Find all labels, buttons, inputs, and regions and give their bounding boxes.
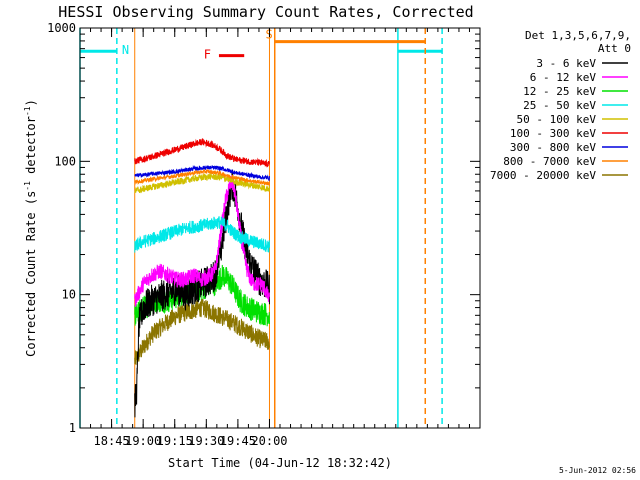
series-line — [134, 138, 270, 168]
series-group — [134, 138, 270, 418]
y-tick-label: 100 — [54, 154, 76, 168]
y-axis-label-sup2: -1 — [23, 106, 32, 116]
legend-entry-label: 25 - 50 keV — [523, 99, 596, 112]
legend-entry-label: 300 - 800 keV — [510, 141, 596, 154]
flag-label: F — [204, 48, 211, 62]
y-axis-label: Corrected Count Rate (s-1 detector-1) — [23, 99, 38, 357]
series-line — [134, 171, 270, 194]
legend-header: Det 1,3,5,6,7,9, — [525, 29, 631, 42]
y-axis-label-mid: detector — [24, 116, 38, 181]
legend-entry-label: 3 - 6 keV — [536, 57, 596, 70]
series-line — [134, 169, 270, 418]
y-axis-label-sup1: -1 — [23, 181, 32, 191]
y-tick-label: 10 — [62, 288, 76, 302]
x-tick-label: 18:45 — [94, 434, 130, 448]
timestamp: 5-Jun-2012 02:56 — [559, 466, 636, 475]
x-tick-label: 19:45 — [220, 434, 256, 448]
plot-frame — [79, 27, 481, 429]
x-tick-label: 20:00 — [251, 434, 287, 448]
chart-title: HESSI Observing Summary Count Rates, Cor… — [58, 3, 473, 21]
flag-annotations: NSF — [79, 28, 443, 428]
x-axis-label: Start Time (04-Jun-12 18:32:42) — [168, 456, 392, 470]
legend-entry-label: 6 - 12 keV — [530, 71, 597, 84]
series-line — [134, 216, 270, 253]
legend-entry-label: 7000 - 20000 keV — [490, 169, 596, 182]
legend-entry-label: 12 - 25 keV — [523, 85, 596, 98]
x-tick-label: 19:15 — [157, 434, 193, 448]
y-axis-label-end: ) — [24, 99, 38, 106]
series-line — [134, 175, 270, 307]
y-tick-label: 1000 — [47, 21, 76, 35]
series-line — [134, 164, 270, 182]
x-tick-label: 19:30 — [188, 434, 224, 448]
flag-label: N — [122, 43, 129, 57]
legend-header: Att 0 — [598, 42, 631, 55]
series-line — [134, 168, 270, 186]
y-axis-label-main: Corrected Count Rate (s — [24, 191, 38, 357]
legend-entry-label: 100 - 300 keV — [510, 127, 596, 140]
y-tick-label: 1 — [69, 421, 76, 435]
legend-entry-label: 800 - 7000 keV — [503, 155, 596, 168]
x-tick-label: 19:00 — [125, 434, 161, 448]
legend-entry-label: 50 - 100 keV — [517, 113, 597, 126]
